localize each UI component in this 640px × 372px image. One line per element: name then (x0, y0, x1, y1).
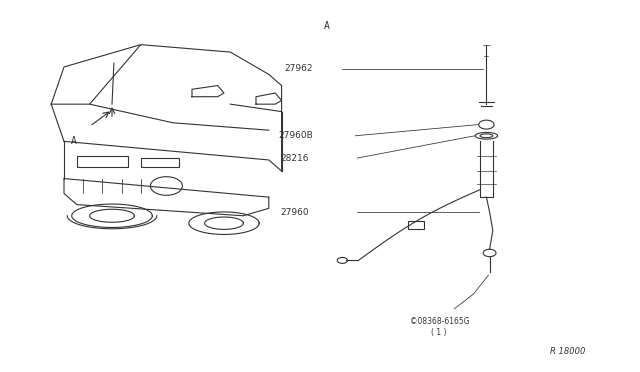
Text: 27962: 27962 (285, 64, 314, 73)
Bar (141, 158, 179, 167)
Text: ( 1 ): ( 1 ) (431, 328, 446, 337)
Text: A: A (70, 137, 77, 146)
Bar (77, 156, 128, 167)
Text: R 18000: R 18000 (550, 347, 586, 356)
Bar (408, 221, 424, 229)
Text: A: A (323, 21, 330, 31)
Text: 27960: 27960 (280, 208, 309, 217)
Text: 27960B: 27960B (278, 131, 313, 140)
Text: ©08368-6165G: ©08368-6165G (410, 317, 469, 326)
Text: 28216: 28216 (280, 154, 309, 163)
